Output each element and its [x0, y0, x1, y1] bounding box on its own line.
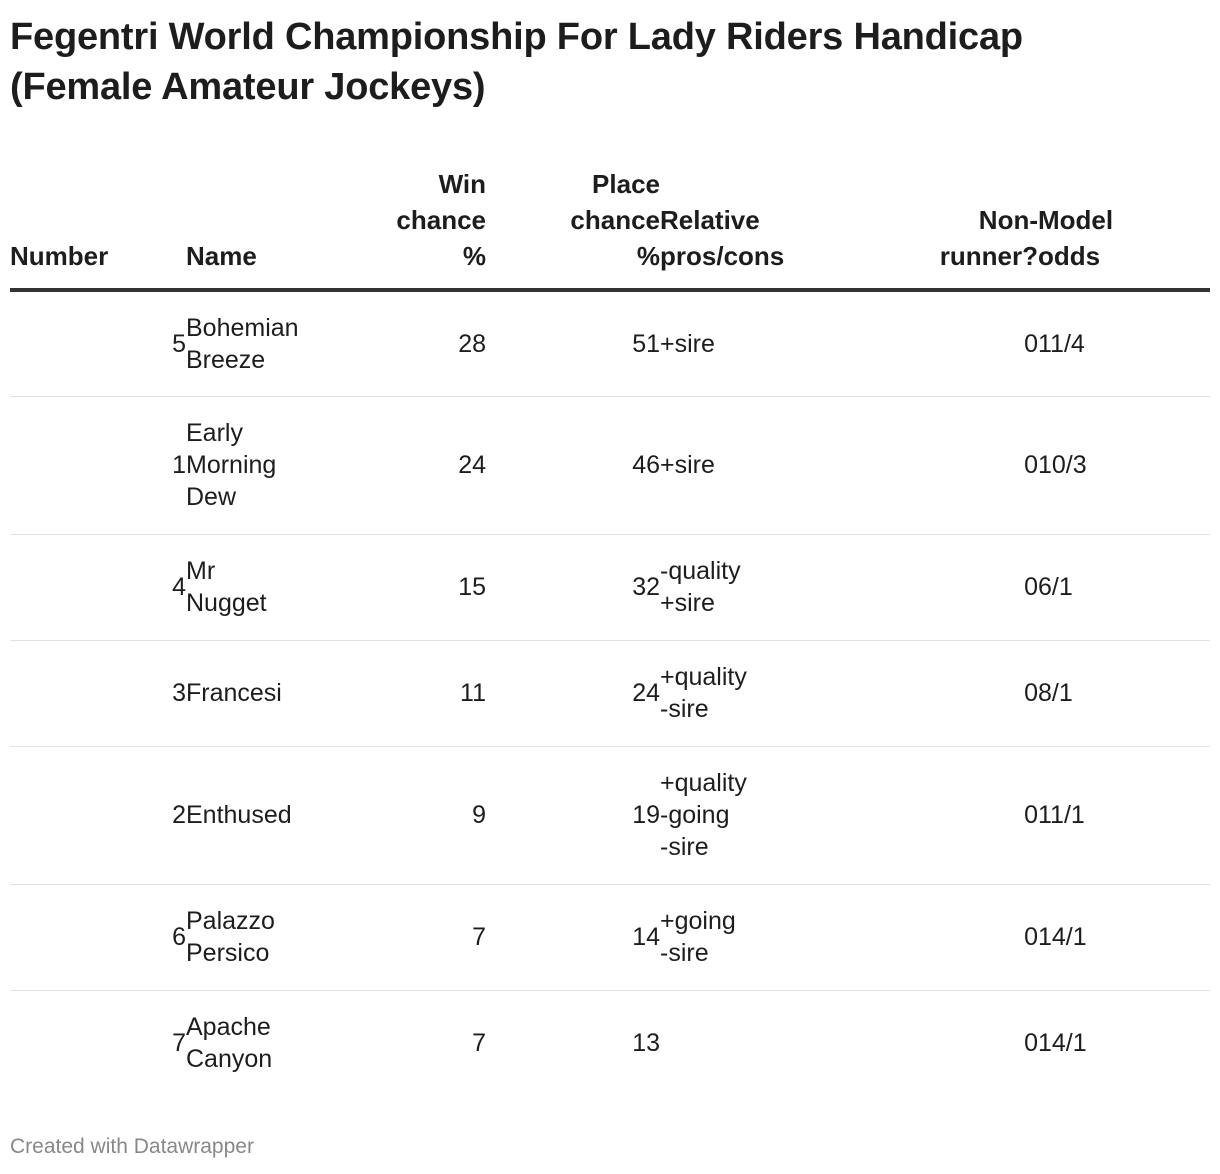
table-row: 1 Early Morning Dew 24 46 +sire 0 10/3 [10, 396, 1210, 535]
cell-pros-cons: +sire [660, 290, 860, 397]
cell-name: Francesi [186, 640, 316, 747]
cell-win-chance: 15 [316, 534, 486, 641]
cell-place-chance: 46 [486, 396, 660, 535]
cell-place-chance: 14 [486, 884, 660, 991]
runners-table: Number Name Win chance % Place chance % … [10, 166, 1210, 1096]
cell-name: Palazzo Persico [186, 884, 316, 991]
header-place-chance[interactable]: Place chance % [486, 166, 660, 292]
cell-number: 6 [10, 884, 186, 991]
cell-pros-cons [660, 990, 860, 1096]
cell-name: Early Morning Dew [186, 396, 316, 535]
table-body: 5 Bohemian Breeze 28 51 +sire 0 11/4 1 Early Mor… [10, 290, 1210, 1096]
cell-pros-cons: +sire [660, 396, 860, 535]
cell-non-runner: 0 [860, 396, 1038, 535]
header-number[interactable]: Number [10, 166, 186, 292]
cell-place-chance: 19 [486, 746, 660, 885]
cell-model-odds: 11/1 [1038, 746, 1210, 885]
table-row: 5 Bohemian Breeze 28 51 +sire 0 11/4 [10, 290, 1210, 397]
header-pros-cons[interactable]: Relative pros/cons [660, 166, 860, 292]
cell-name: Mr Nugget [186, 534, 316, 641]
cell-model-odds: 6/1 [1038, 534, 1210, 641]
cell-pros-cons: +quality -going -sire [660, 746, 860, 885]
cell-model-odds: 8/1 [1038, 640, 1210, 747]
cell-pros-cons: +going -sire [660, 884, 860, 991]
cell-non-runner: 0 [860, 534, 1038, 641]
cell-name: Bohemian Breeze [186, 290, 316, 397]
cell-win-chance: 7 [316, 884, 486, 991]
page: Fegentri World Championship For Lady Rid… [10, 10, 1210, 1158]
cell-non-runner: 0 [1024, 1029, 1038, 1058]
cell-win-chance: 7 [472, 1029, 486, 1058]
header-name[interactable]: Name [186, 166, 316, 292]
cell-win-chance: 24 [316, 396, 486, 535]
cell-win-chance: 9 [316, 746, 486, 885]
cell-number: 7 [172, 1029, 186, 1058]
cell-win-chance: 11 [316, 640, 486, 747]
cell-place-chance: 13 [632, 1029, 660, 1058]
header-model-odds[interactable]: Model odds [1038, 166, 1210, 292]
cell-non-runner: 0 [860, 290, 1038, 397]
cell-number: 4 [10, 534, 186, 641]
cell-pros-cons: -quality +sire [660, 534, 860, 641]
cell-number: 2 [10, 746, 186, 885]
cell-non-runner: 0 [860, 746, 1038, 885]
cell-win-chance: 28 [316, 290, 486, 397]
cell-name: Apache Canyon [186, 1013, 273, 1074]
table-row: 7 Apache Canyon 7 13 0 14/1 [10, 990, 1210, 1096]
cell-place-chance: 51 [486, 290, 660, 397]
cell-non-runner: 0 [860, 640, 1038, 747]
header-win-chance[interactable]: Win chance % [316, 166, 486, 292]
cell-model-odds: 14/1 [1038, 1029, 1087, 1058]
chart-title-line-2: (Female Amateur Jockeys) [10, 66, 486, 108]
header-non-runner[interactable]: Non- runner? [860, 166, 1038, 292]
table-row: 6 Palazzo Persico 7 14 +going -sire 0 14/1 [10, 884, 1210, 991]
cell-model-odds: 10/3 [1038, 396, 1210, 535]
chart-title: Fegentri World Championship For Lady Rid… [10, 12, 1210, 112]
cell-place-chance: 24 [486, 640, 660, 747]
table-header-row: Number Name Win chance % Place chance % … [10, 166, 1210, 292]
cell-number: 1 [10, 396, 186, 535]
chart-title-line-1: Fegentri World Championship For Lady Rid… [10, 16, 1023, 58]
footer-credit: Created with Datawrapper [10, 1135, 254, 1158]
cell-name: Enthused [186, 746, 316, 885]
cell-number: 5 [10, 290, 186, 397]
cell-model-odds: 11/4 [1038, 290, 1210, 397]
table-row: 4 Mr Nugget 15 32 -quality +sire 0 6/1 [10, 534, 1210, 641]
table-row: 2 Enthused 9 19 +quality -going -sire 0 11/1 [10, 746, 1210, 885]
cell-non-runner: 0 [860, 884, 1038, 991]
cell-place-chance: 32 [486, 534, 660, 641]
cell-model-odds: 14/1 [1038, 884, 1210, 991]
cell-number: 3 [10, 640, 186, 747]
table-row: 3 Francesi 11 24 +quality -sire 0 8/1 [10, 640, 1210, 747]
cell-pros-cons: +quality -sire [660, 640, 860, 747]
